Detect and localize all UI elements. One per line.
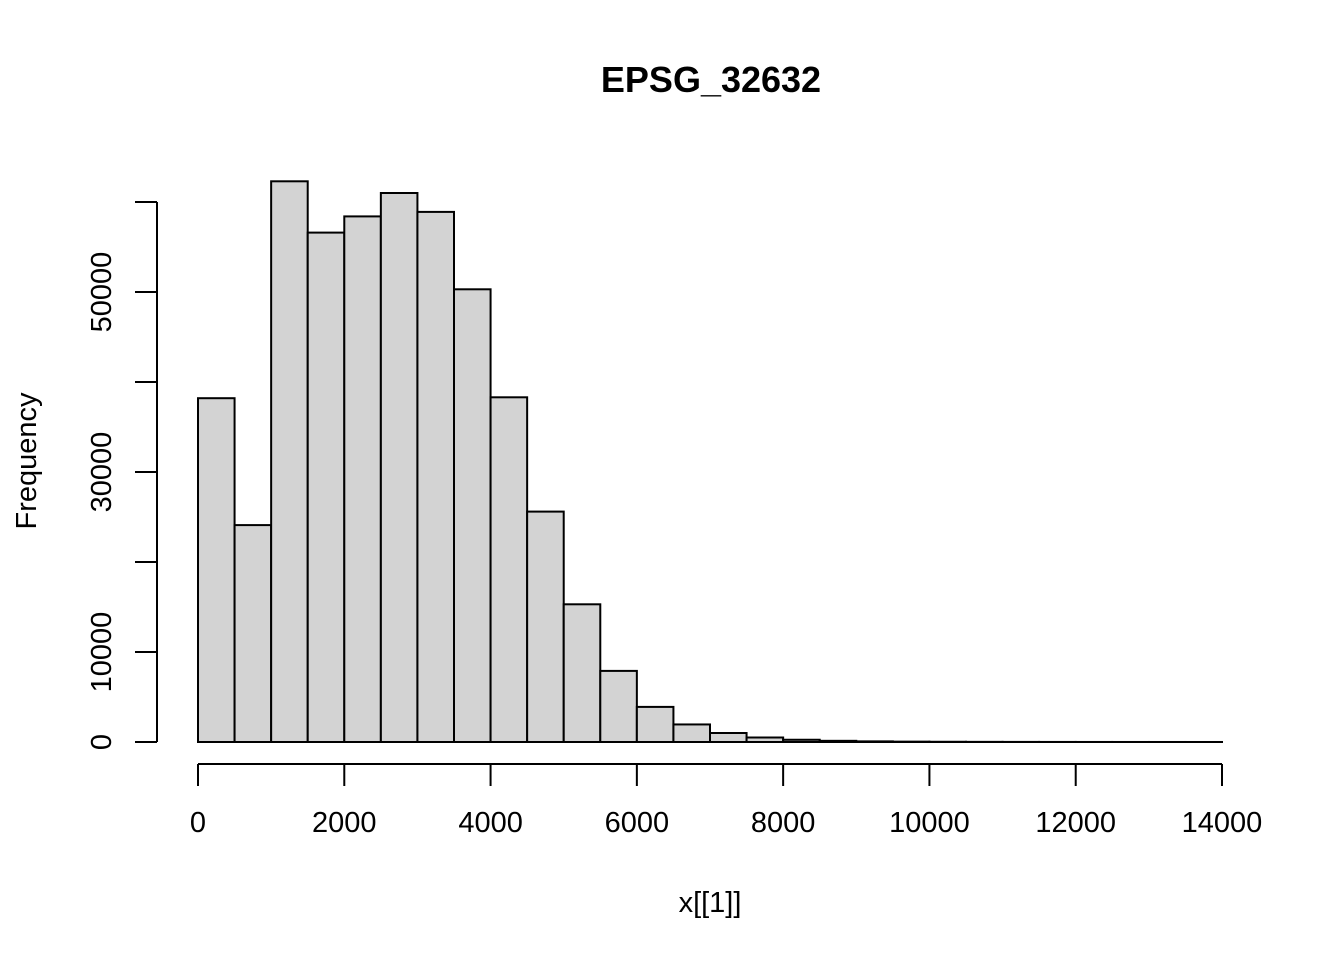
histogram-bar [343, 215, 382, 743]
x-tick-label: 0 [190, 807, 206, 839]
histogram-bar [672, 723, 712, 744]
x-tick-label: 6000 [605, 807, 670, 839]
histogram-bar [306, 231, 346, 743]
histogram-bar [782, 738, 821, 743]
histogram-bars [197, 180, 1224, 744]
histogram-bar [745, 736, 785, 743]
histogram-bar [599, 669, 638, 744]
x-axis: 0 2000 4000 6000 8000 10000 12000 14000 [190, 763, 1263, 839]
y-tick-label: 30000 [86, 432, 118, 513]
histogram-bar [709, 732, 748, 743]
histogram-bar [416, 210, 455, 743]
y-tick-label: 0 [86, 734, 118, 750]
histogram-bar [818, 739, 858, 744]
histogram-bar [197, 397, 236, 743]
y-tick-label: 50000 [86, 252, 118, 333]
x-axis-label: x[[1]] [679, 887, 742, 919]
histogram-bar [489, 396, 529, 743]
histogram-bar [855, 740, 894, 743]
x-tick-label: 10000 [889, 807, 970, 839]
histogram-bar [526, 510, 565, 743]
x-tick-label: 4000 [458, 807, 523, 839]
histogram-bar [453, 288, 492, 743]
x-tick-label: 2000 [312, 807, 377, 839]
y-tick-label: 10000 [86, 612, 118, 693]
histogram-bar [562, 603, 602, 743]
chart-title: EPSG_32632 [601, 59, 821, 100]
histogram-bar [379, 192, 419, 743]
y-axis-label: Frequency [11, 392, 43, 530]
x-tick-label: 12000 [1035, 807, 1116, 839]
x-tick-label: 8000 [751, 807, 816, 839]
histogram-bar [270, 180, 309, 744]
y-axis: 0 10000 30000 50000 [86, 201, 158, 750]
histogram-bar [233, 524, 273, 743]
x-tick-label: 14000 [1182, 807, 1263, 839]
histogram-bar [635, 705, 675, 744]
